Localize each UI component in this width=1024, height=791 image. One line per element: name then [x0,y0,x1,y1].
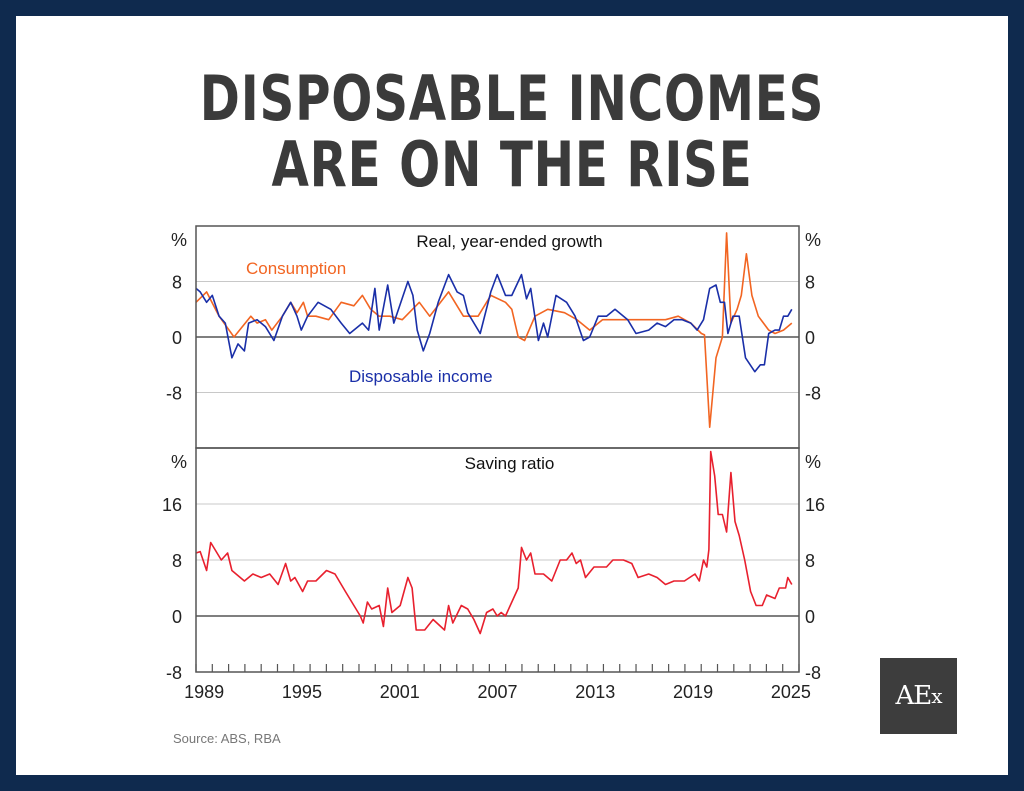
logo-suffix: x [931,684,942,708]
x-tick-label: 2025 [771,682,811,702]
x-tick-label: 1995 [282,682,322,702]
y-tick-label-left: 0 [172,328,182,348]
y-tick-label-left: -8 [166,663,182,683]
y-tick-label-right: -8 [805,663,821,683]
x-tick-label: 1989 [184,682,224,702]
y-tick-label-right: 8 [805,551,815,571]
panel-title: Real, year-ended growth [416,232,602,251]
series-line-disposable-income [195,273,793,373]
x-tick-label: 2013 [575,682,615,702]
y-tick-label-left: 16 [162,495,182,515]
panel-frame [195,447,800,673]
page-title: DISPOSABLE INCOMES ARE ON THE RISE [113,66,912,198]
y-tick-label-right: 0 [805,607,815,627]
y-tick-label-right: 0 [805,328,815,348]
y-tick-label-right: -8 [805,384,821,404]
title-line-1: DISPOSABLE INCOMES [199,62,825,135]
aex-logo: AE x [880,658,957,734]
x-tick-label: 2001 [380,682,420,702]
disposable-income-label: Disposable income [349,367,493,386]
consumption-label: Consumption [246,259,346,278]
logo-text: AE [895,681,932,711]
y-tick-label-left: -8 [166,384,182,404]
y-tick-label-left: 8 [172,551,182,571]
series-line-saving-ratio [195,450,793,635]
unit-label-left: % [171,452,187,472]
x-tick-label: 2019 [673,682,713,702]
y-tick-label-right: 16 [805,495,825,515]
unit-label-right: % [805,230,821,250]
unit-label-left: % [171,230,187,250]
x-tick-label: 2007 [477,682,517,702]
y-tick-label-right: 8 [805,273,815,293]
y-tick-label-left: 0 [172,607,182,627]
y-tick-label-left: 8 [172,273,182,293]
panel-title: Saving ratio [465,454,555,473]
source-note: Source: ABS, RBA [173,731,281,746]
unit-label-right: % [805,452,821,472]
card [16,16,1008,775]
title-line-2: ARE ON THE RISE [271,128,753,201]
